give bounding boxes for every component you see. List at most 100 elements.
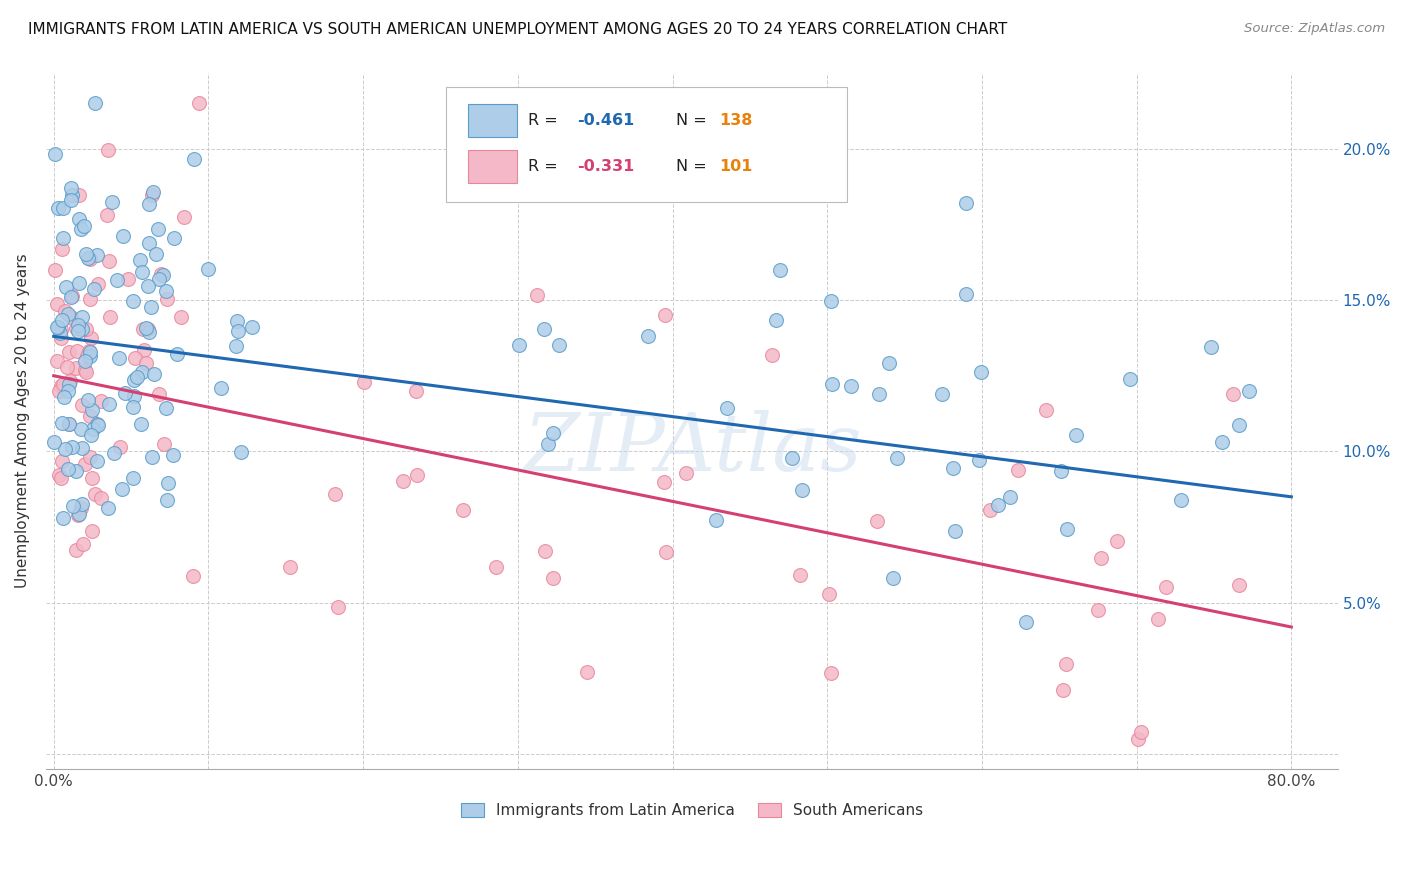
Point: [58, 417, 80, 431]
Point: [162, 448, 184, 462]
Point: [90, 393, 112, 408]
Point: [59, 181, 82, 195]
Point: [866, 514, 889, 528]
Point: [166, 347, 188, 361]
Point: [65, 542, 87, 557]
Point: [152, 268, 174, 283]
Point: [82, 422, 104, 436]
Point: [637, 328, 659, 343]
Point: [79, 428, 101, 442]
Point: [70, 310, 93, 324]
Point: [1222, 387, 1244, 401]
Point: [139, 300, 162, 314]
Point: [75, 458, 97, 472]
Point: [49, 331, 72, 345]
Point: [51, 471, 73, 485]
Point: [79, 345, 101, 359]
Point: [70, 422, 93, 436]
Point: [765, 313, 787, 327]
Point: [821, 377, 844, 392]
Point: [173, 211, 195, 225]
Point: [58, 417, 80, 431]
Point: [83, 282, 105, 296]
Point: [278, 560, 301, 574]
Point: [998, 490, 1021, 504]
Point: [51, 416, 73, 430]
Point: [142, 185, 165, 199]
Point: [145, 247, 167, 261]
Point: [77, 251, 100, 265]
Point: [73, 219, 96, 233]
Point: [148, 386, 170, 401]
Point: [136, 279, 159, 293]
Text: Source: ZipAtlas.com: Source: ZipAtlas.com: [1244, 22, 1385, 36]
Point: [90, 491, 112, 505]
Point: [225, 314, 247, 328]
Point: [56, 359, 79, 374]
Point: [1064, 428, 1087, 442]
Point: [655, 545, 678, 559]
Point: [48, 384, 70, 398]
Point: [44, 263, 66, 277]
Point: [77, 343, 100, 358]
Point: [65, 463, 87, 477]
Point: [1170, 493, 1192, 508]
Point: [44, 434, 66, 449]
Point: [451, 503, 474, 517]
Point: [45, 319, 67, 334]
Point: [1130, 725, 1153, 739]
Point: [79, 292, 101, 306]
Point: [65, 361, 87, 376]
Point: [323, 487, 346, 501]
Point: [1229, 577, 1251, 591]
Point: [131, 321, 153, 335]
Point: [146, 222, 169, 236]
Point: [58, 345, 80, 359]
Point: [46, 201, 69, 215]
Point: [533, 322, 555, 336]
Point: [82, 524, 104, 538]
Point: [534, 544, 557, 558]
Point: [70, 398, 93, 412]
Point: [128, 253, 150, 268]
Point: [1090, 551, 1112, 566]
Point: [110, 440, 132, 454]
Point: [53, 442, 76, 456]
Point: [153, 436, 176, 450]
Point: [131, 265, 153, 279]
Point: [1014, 615, 1036, 630]
Point: [1147, 612, 1170, 626]
Point: [943, 524, 966, 538]
Point: [955, 195, 977, 210]
Point: [77, 393, 100, 408]
Point: [86, 417, 108, 431]
Point: [1050, 464, 1073, 478]
Point: [225, 339, 247, 353]
Point: [1052, 683, 1074, 698]
Point: [1056, 522, 1078, 536]
Point: [60, 440, 83, 454]
Point: [1119, 372, 1142, 386]
Point: [53, 303, 76, 318]
Point: [80, 471, 103, 485]
Point: [56, 384, 79, 398]
Point: [84, 96, 107, 111]
Point: [60, 290, 83, 304]
Point: [51, 242, 73, 256]
Point: [485, 560, 508, 574]
Point: [49, 326, 72, 341]
Point: [97, 254, 120, 268]
Point: [131, 365, 153, 379]
Point: [508, 337, 530, 351]
Point: [156, 493, 179, 508]
Point: [970, 365, 993, 379]
Point: [75, 365, 97, 379]
Point: [58, 462, 80, 476]
Point: [209, 381, 232, 395]
Point: [942, 461, 965, 475]
Point: [143, 367, 166, 381]
Point: [60, 187, 83, 202]
Point: [86, 418, 108, 433]
Point: [97, 501, 120, 516]
Point: [654, 475, 676, 489]
